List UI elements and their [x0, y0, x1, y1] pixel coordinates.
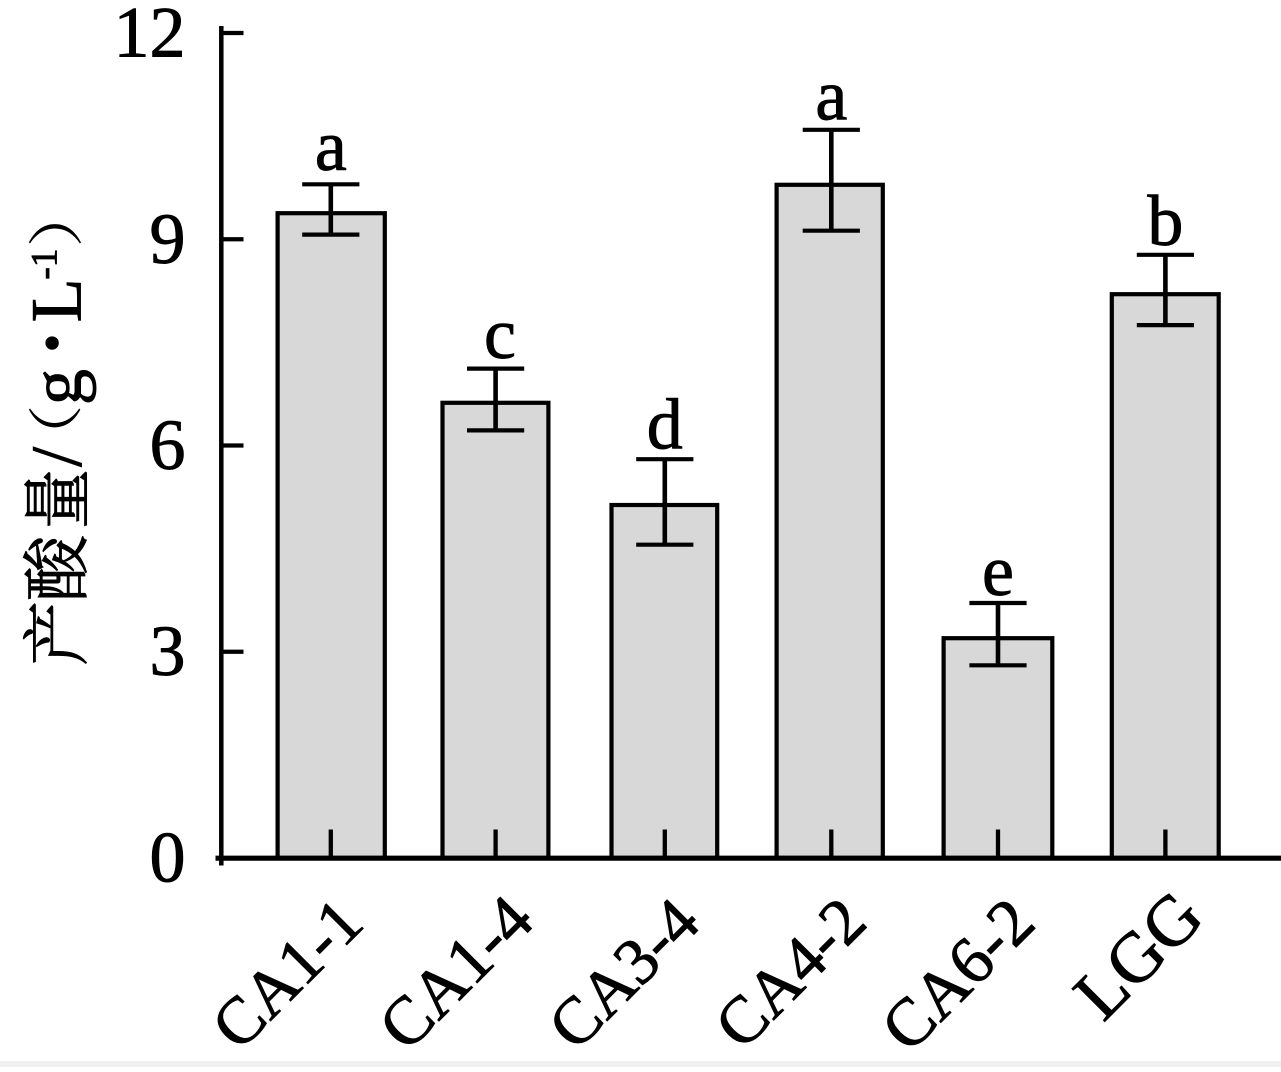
svg-text:g: g — [17, 369, 97, 405]
svg-text:e: e — [982, 531, 1014, 611]
svg-text:0: 0 — [150, 818, 186, 898]
svg-text:6: 6 — [150, 405, 186, 485]
svg-text:9: 9 — [150, 199, 186, 279]
svg-text:/: / — [17, 447, 97, 467]
svg-text:L: L — [17, 278, 97, 322]
svg-text:b: b — [1147, 181, 1183, 261]
svg-text:-1: -1 — [25, 249, 66, 280]
svg-text:3: 3 — [150, 611, 186, 691]
svg-text:a: a — [315, 106, 347, 186]
svg-text:c: c — [484, 294, 516, 374]
svg-text:a: a — [815, 56, 847, 136]
svg-text:12: 12 — [114, 0, 186, 73]
svg-text:d: d — [647, 385, 683, 465]
